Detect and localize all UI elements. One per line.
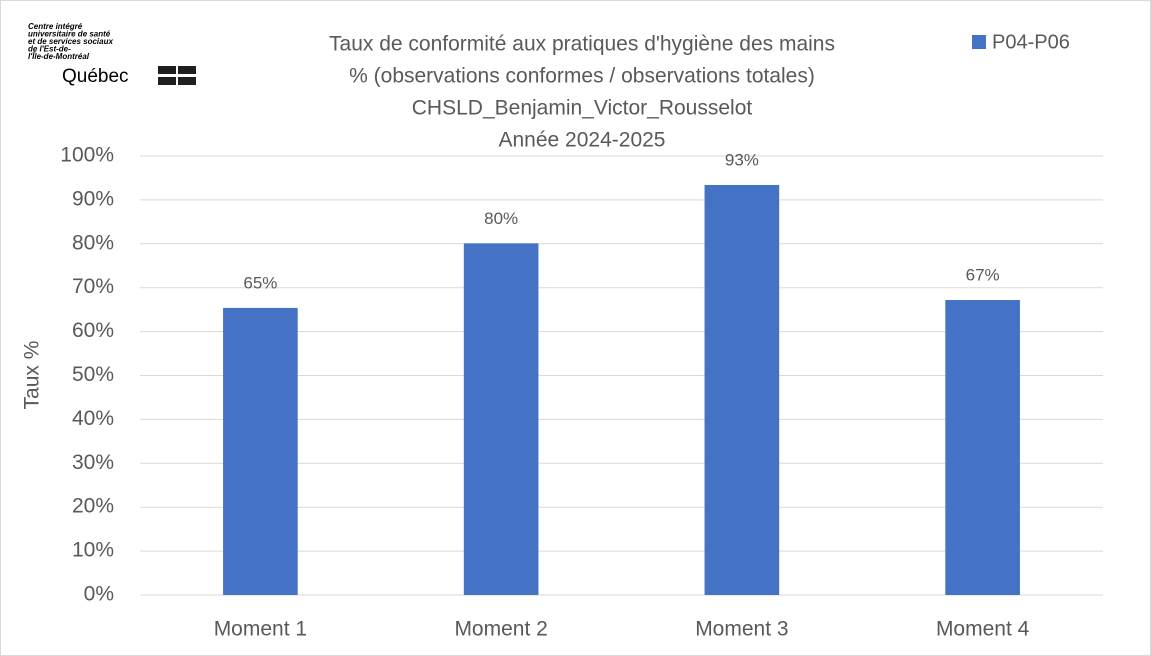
data-label: 80% — [484, 209, 518, 228]
y-tick-label: 50% — [72, 363, 114, 386]
y-tick-label: 70% — [72, 275, 114, 298]
y-tick-label: 40% — [72, 407, 114, 430]
data-label: 65% — [243, 273, 277, 292]
bar — [704, 184, 780, 595]
logo-text: universitaire de santé — [28, 30, 111, 39]
legend-label: P04-P06 — [992, 31, 1070, 53]
x-tick-label: Moment 4 — [936, 618, 1030, 641]
y-tick-label: 90% — [72, 187, 114, 210]
legend-swatch — [972, 35, 986, 49]
chart-title: Année 2024-2025 — [499, 129, 666, 152]
bar — [945, 299, 1020, 595]
data-label: 67% — [966, 265, 1000, 284]
y-tick-label: 30% — [72, 451, 114, 474]
logo-text: et de services sociaux — [28, 37, 113, 46]
y-axis-label: Taux % — [21, 341, 44, 410]
x-tick-label: Moment 1 — [214, 618, 307, 641]
data-label: 93% — [725, 150, 759, 169]
logo-flags — [158, 66, 196, 85]
logo-name: Québec — [62, 66, 129, 87]
chart-title: % (observations conformes / observations… — [349, 65, 815, 88]
y-tick-label: 0% — [84, 583, 114, 606]
chart-title: CHSLD_Benjamin_Victor_Rousselot — [412, 97, 753, 120]
x-tick-label: Moment 2 — [454, 618, 547, 641]
y-tick-label: 10% — [72, 539, 114, 562]
y-tick-label: 100% — [60, 144, 114, 167]
y-tick-label: 80% — [72, 231, 114, 254]
x-tick-label: Moment 3 — [695, 618, 788, 641]
chart-title: Taux de conformité aux pratiques d'hygiè… — [329, 33, 835, 56]
logo-text: Centre intégré — [28, 22, 83, 31]
y-tick-label: 60% — [72, 319, 114, 342]
bar — [463, 243, 539, 595]
logo-text: l'Île-de-Montréal — [28, 52, 90, 61]
bar — [223, 307, 298, 595]
logo-text: de l'Est-de- — [28, 45, 71, 54]
y-tick-label: 20% — [72, 495, 114, 518]
